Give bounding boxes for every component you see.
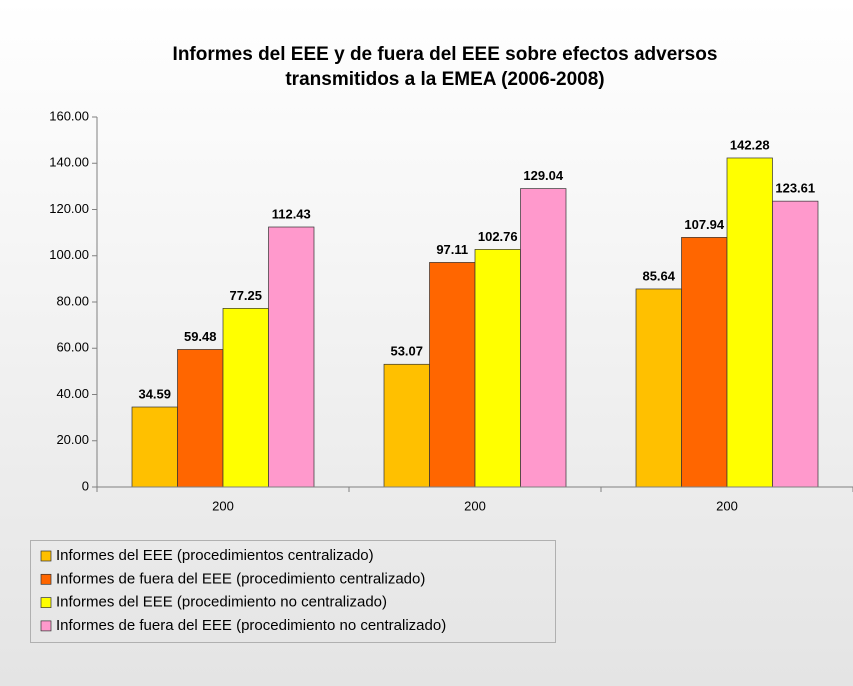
data-label: 77.25 bbox=[229, 288, 262, 303]
data-label: 102.76 bbox=[478, 229, 518, 244]
chart-title: Informes del EEE y de fuera del EEE sobr… bbox=[172, 44, 718, 90]
bar bbox=[268, 226, 315, 488]
data-label: 85.64 bbox=[642, 268, 675, 283]
y-tick-label: 40.00 bbox=[56, 386, 89, 401]
x-tick-label: 200 bbox=[212, 498, 234, 513]
bar bbox=[177, 349, 224, 488]
data-label: 129.04 bbox=[523, 168, 564, 183]
bar bbox=[635, 288, 682, 488]
y-tick-label: 160.00 bbox=[49, 108, 89, 123]
data-label: 142.28 bbox=[730, 137, 770, 152]
y-tick-label: 60.00 bbox=[56, 340, 89, 355]
legend-label: Informes de fuera del EEE (procedimiento… bbox=[56, 617, 446, 634]
y-tick-label: 20.00 bbox=[56, 432, 89, 447]
legend-box bbox=[30, 540, 556, 643]
bar bbox=[131, 406, 178, 488]
bar bbox=[474, 249, 521, 488]
bar bbox=[222, 308, 269, 488]
bar bbox=[383, 363, 430, 488]
legend-swatch bbox=[40, 620, 52, 632]
bar bbox=[681, 237, 728, 488]
bar bbox=[726, 157, 773, 488]
legend-swatch bbox=[40, 573, 52, 585]
y-tick-label: 80.00 bbox=[56, 293, 89, 308]
data-label: 34.59 bbox=[138, 386, 171, 401]
bar bbox=[520, 188, 567, 488]
data-label: 112.43 bbox=[272, 206, 311, 221]
x-tick-label: 200 bbox=[716, 498, 738, 513]
y-tick-label: 140.00 bbox=[49, 155, 89, 170]
legend-label: Informes del EEE (procedimiento no centr… bbox=[56, 594, 387, 611]
x-tick-label: 200 bbox=[464, 498, 486, 513]
y-tick-label: 100.00 bbox=[49, 247, 89, 262]
bar bbox=[772, 200, 819, 488]
y-tick-label: 0 bbox=[82, 478, 89, 493]
legend-label: Informes del EEE (procedimientos central… bbox=[56, 547, 374, 564]
legend-label: Informes de fuera del EEE (procedimiento… bbox=[56, 570, 425, 587]
legend-swatch bbox=[40, 550, 52, 562]
data-label: 123.61 bbox=[775, 181, 815, 196]
legend-swatch bbox=[40, 597, 52, 608]
data-label: 97.11 bbox=[436, 242, 468, 257]
data-label: 53.07 bbox=[390, 344, 423, 359]
y-tick-label: 120.00 bbox=[49, 201, 89, 216]
data-label: 59.48 bbox=[184, 329, 217, 344]
bar bbox=[429, 262, 476, 488]
data-label: 107.94 bbox=[684, 217, 725, 232]
